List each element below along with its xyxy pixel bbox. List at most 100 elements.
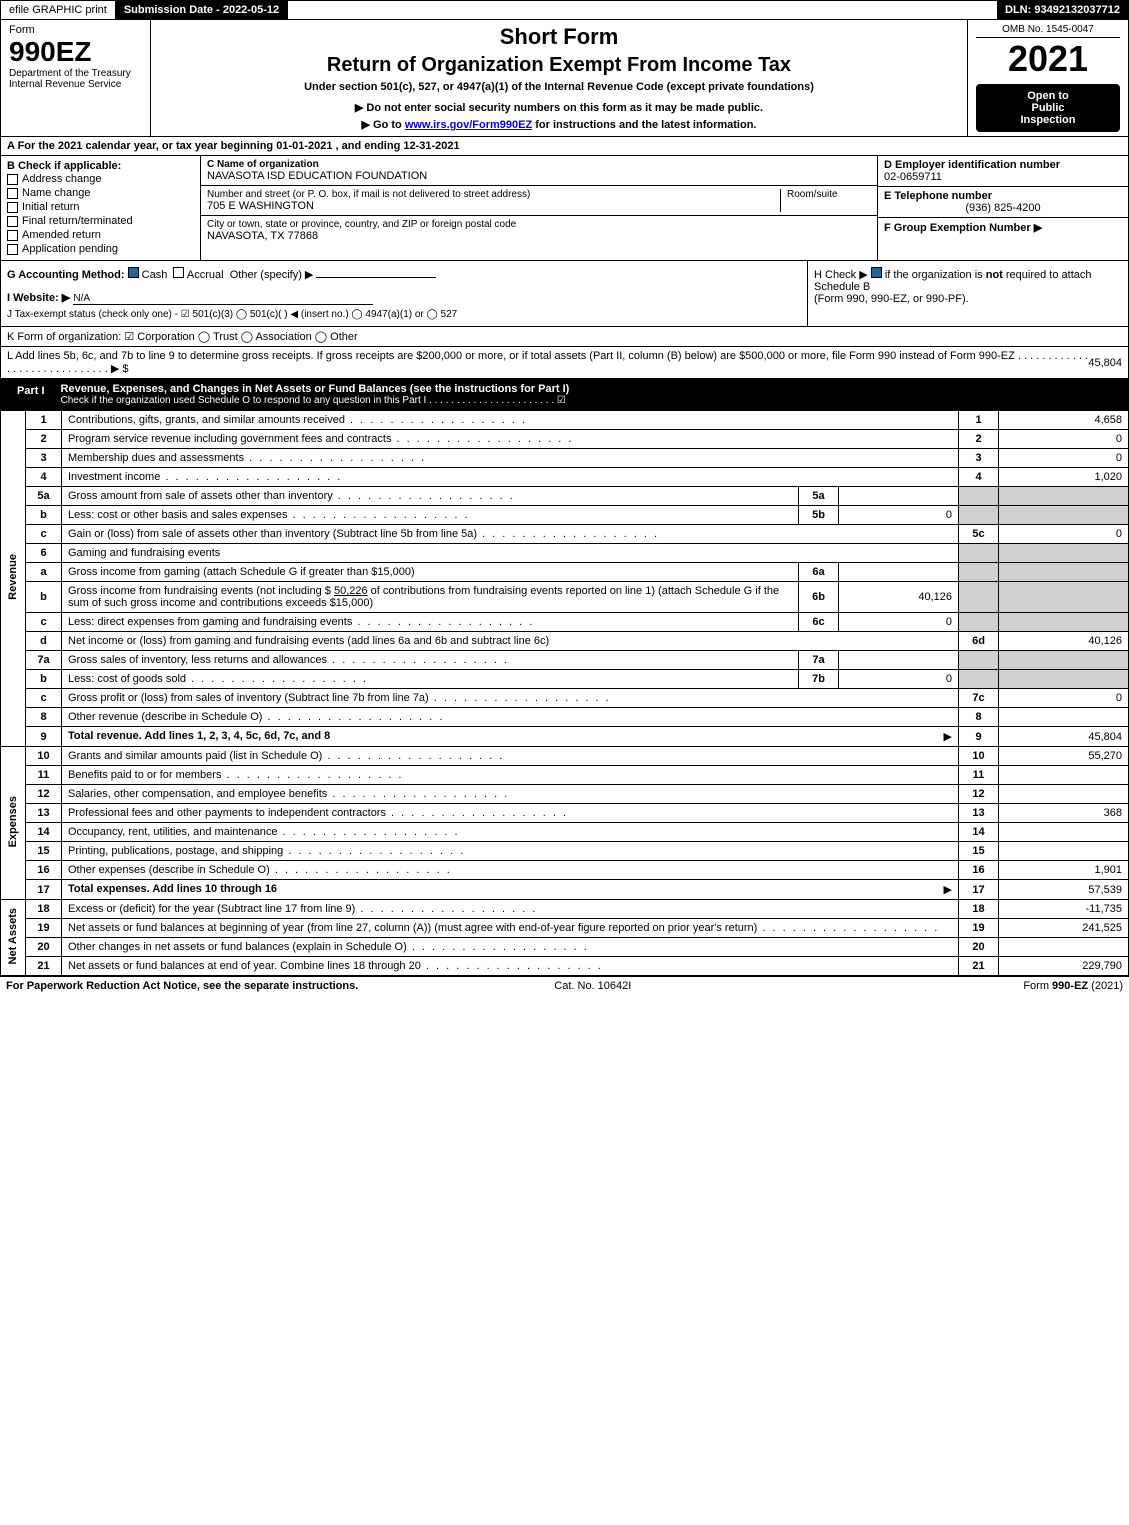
l13-rno: 13 <box>959 804 999 823</box>
cb-address-change[interactable] <box>7 174 18 185</box>
footer-right: Form 990-EZ (2021) <box>1023 980 1123 992</box>
submission-date: Submission Date - 2022-05-12 <box>116 1 288 19</box>
cb-initial-return[interactable] <box>7 202 18 213</box>
lbl-other: Other (specify) ▶ <box>230 269 314 281</box>
l6b-rno-shade <box>959 582 999 613</box>
goto-suffix: for instructions and the latest informat… <box>535 119 756 131</box>
l2-rno: 2 <box>959 430 999 449</box>
l14-val <box>999 823 1129 842</box>
l5b-subno: 5b <box>799 506 839 525</box>
l18-rno: 18 <box>959 900 999 919</box>
l9-arrow: ▶ <box>944 730 952 743</box>
l15-desc: Printing, publications, postage, and shi… <box>68 845 465 857</box>
l19-val: 241,525 <box>999 919 1129 938</box>
l8-rno: 8 <box>959 708 999 727</box>
ssn-warning: ▶ Do not enter social security numbers o… <box>159 101 959 114</box>
dln: DLN: 93492132037712 <box>997 1 1128 19</box>
short-form-title: Short Form <box>159 24 959 50</box>
l4-no: 4 <box>26 468 62 487</box>
l6c-subno: 6c <box>799 613 839 632</box>
l5c-desc: Gain or (loss) from sale of assets other… <box>68 528 659 540</box>
l7c-val: 0 <box>999 689 1129 708</box>
cb-accrual[interactable] <box>173 267 184 278</box>
cb-cash[interactable] <box>128 267 139 278</box>
l7b-rval-shade <box>999 670 1129 689</box>
irs-link[interactable]: www.irs.gov/Form990EZ <box>405 119 532 131</box>
l18-val: -11,735 <box>999 900 1129 919</box>
l12-val <box>999 785 1129 804</box>
part1-header: Part I Revenue, Expenses, and Changes in… <box>0 379 1129 411</box>
l5b-subval: 0 <box>839 506 959 525</box>
cb-name-change[interactable] <box>7 188 18 199</box>
l5a-subno: 5a <box>799 487 839 506</box>
l5a-no: 5a <box>26 487 62 506</box>
dept-treasury: Department of the Treasury <box>9 68 142 79</box>
l7a-rval-shade <box>999 651 1129 670</box>
other-input[interactable] <box>316 277 436 278</box>
l10-val: 55,270 <box>999 747 1129 766</box>
row-j: J Tax-exempt status (check only one) - ☑… <box>7 309 801 320</box>
l6a-rno-shade <box>959 563 999 582</box>
l7a-subno: 7a <box>799 651 839 670</box>
l6-desc: Gaming and fundraising events <box>62 544 959 563</box>
l19-no: 19 <box>26 919 62 938</box>
l6c-rno-shade <box>959 613 999 632</box>
footer-center: Cat. No. 10642I <box>554 980 631 992</box>
l13-val: 368 <box>999 804 1129 823</box>
cb-schedule-b[interactable] <box>871 267 882 278</box>
l6b-no: b <box>26 582 62 613</box>
city-label: City or town, state or province, country… <box>207 219 871 230</box>
l6a-subno: 6a <box>799 563 839 582</box>
open-to-public: Open to Public Inspection <box>976 84 1120 132</box>
l3-val: 0 <box>999 449 1129 468</box>
row-l: L Add lines 5b, 6c, and 7b to line 9 to … <box>0 347 1129 379</box>
l6a-subval <box>839 563 959 582</box>
l-text: L Add lines 5b, 6c, and 7b to line 9 to … <box>7 350 1088 375</box>
l6c-no: c <box>26 613 62 632</box>
l5b-desc: Less: cost or other basis and sales expe… <box>68 509 470 521</box>
omb-number: OMB No. 1545-0047 <box>976 24 1120 38</box>
l6d-val: 40,126 <box>999 632 1129 651</box>
group-exemption-label: F Group Exemption Number ▶ <box>884 221 1122 234</box>
return-title: Return of Organization Exempt From Incom… <box>159 54 959 77</box>
org-name: NAVASOTA ISD EDUCATION FOUNDATION <box>207 170 871 182</box>
street-label: Number and street (or P. O. box, if mail… <box>207 189 774 200</box>
form-label: Form <box>9 24 142 36</box>
street: 705 E WASHINGTON <box>207 200 774 212</box>
row-k: K Form of organization: ☑ Corporation ◯ … <box>0 327 1129 347</box>
l8-no: 8 <box>26 708 62 727</box>
l19-rno: 19 <box>959 919 999 938</box>
l15-val <box>999 842 1129 861</box>
h-text4: (Form 990, 990-EZ, or 990-PF). <box>814 293 969 305</box>
l1-desc: Contributions, gifts, grants, and simila… <box>68 414 527 426</box>
l21-no: 21 <box>26 957 62 976</box>
l14-desc: Occupancy, rent, utilities, and maintena… <box>68 826 460 838</box>
l7b-no: b <box>26 670 62 689</box>
cb-application-pending[interactable] <box>7 244 18 255</box>
l12-rno: 12 <box>959 785 999 804</box>
l12-desc: Salaries, other compensation, and employ… <box>68 788 509 800</box>
l1-val: 4,658 <box>999 411 1129 430</box>
l6b-desc: Gross income from fundraising events (no… <box>62 582 799 613</box>
footer-left: For Paperwork Reduction Act Notice, see … <box>6 980 358 992</box>
cb-final-return[interactable] <box>7 216 18 227</box>
l20-no: 20 <box>26 938 62 957</box>
l19-desc: Net assets or fund balances at beginning… <box>68 922 939 934</box>
tax-year: 2021 <box>976 38 1120 80</box>
cb-amended-return[interactable] <box>7 230 18 241</box>
org-name-label: C Name of organization <box>207 159 871 170</box>
ein: 02-0659711 <box>884 171 1122 183</box>
l17-rno: 17 <box>959 880 999 900</box>
box-b: B Check if applicable: Address change Na… <box>1 156 201 260</box>
l20-desc: Other changes in net assets or fund bala… <box>68 941 589 953</box>
l5a-rval-shade <box>999 487 1129 506</box>
page-footer: For Paperwork Reduction Act Notice, see … <box>0 976 1129 995</box>
efile-print[interactable]: efile GRAPHIC print <box>1 1 116 19</box>
l7a-no: 7a <box>26 651 62 670</box>
part1-check-line: Check if the organization used Schedule … <box>61 395 1120 406</box>
part1-title: Revenue, Expenses, and Changes in Net As… <box>61 383 1120 395</box>
lbl-accrual: Accrual <box>187 269 224 281</box>
l11-rno: 11 <box>959 766 999 785</box>
l5a-rno-shade <box>959 487 999 506</box>
l6d-rno: 6d <box>959 632 999 651</box>
